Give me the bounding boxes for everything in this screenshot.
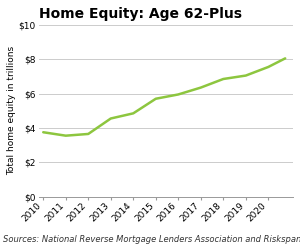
Text: Home Equity: Age 62-Plus: Home Equity: Age 62-Plus <box>39 7 242 21</box>
Y-axis label: Total home equity in trillions: Total home equity in trillions <box>7 46 16 175</box>
Text: Sources: National Reverse Mortgage Lenders Association and Riskspan.: Sources: National Reverse Mortgage Lende… <box>3 235 300 244</box>
